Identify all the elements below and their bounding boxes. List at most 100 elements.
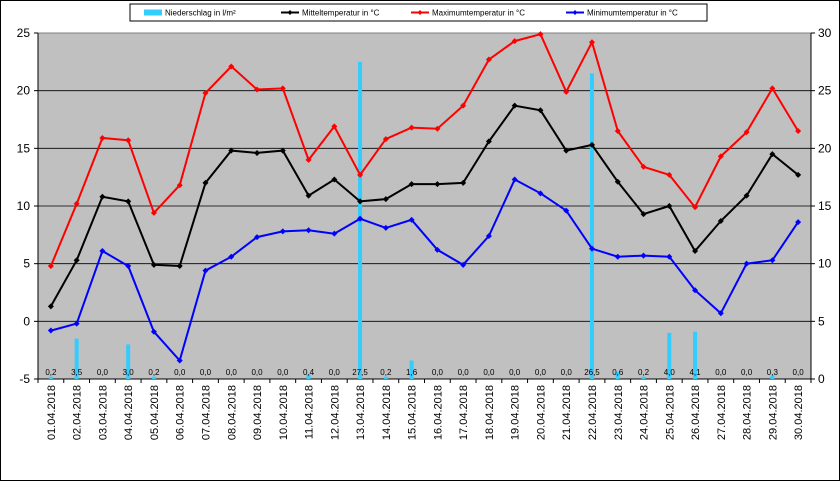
- legend-label: Niederschlag in l/m²: [165, 9, 236, 18]
- series-point: [666, 171, 673, 178]
- precipitation-data-label: 0,0: [97, 368, 109, 377]
- series-point: [588, 141, 595, 148]
- x-tick-label: 20.04.2018: [535, 385, 547, 440]
- series-point: [614, 253, 621, 260]
- series-point: [640, 252, 647, 259]
- y-left-tick-label: 10: [17, 199, 31, 213]
- series-point: [666, 203, 673, 209]
- series-point: [795, 171, 802, 178]
- x-tick-label: 09.04.2018: [252, 385, 264, 440]
- series-point: [99, 134, 106, 141]
- series-point: [73, 320, 80, 327]
- precipitation-data-label: 0,0: [535, 368, 547, 377]
- series-point: [382, 136, 389, 143]
- series-point: [743, 129, 750, 136]
- y-left-tick-label: 25: [17, 26, 31, 40]
- series-line: [50, 104, 799, 307]
- y-right-tick-label: 10: [818, 257, 832, 271]
- series-point: [357, 215, 364, 222]
- precipitation-bar: [383, 376, 388, 379]
- legend-label: Mitteltemperatur in °C: [302, 9, 380, 18]
- precipitation-data-label: 0,2: [148, 368, 160, 377]
- series-point: [176, 182, 183, 189]
- x-tick-label: 13.04.2018: [355, 385, 367, 440]
- series-point: [228, 63, 235, 70]
- precipitation-data-label: 0,2: [638, 368, 650, 377]
- series-point: [305, 192, 312, 199]
- series-point: [460, 179, 467, 186]
- precipitation-data-label: 1,6: [406, 368, 418, 377]
- series-point: [331, 230, 338, 237]
- precipitation-bar: [151, 376, 156, 379]
- precipitation-data-label: 0,2: [45, 368, 57, 377]
- series-point: [357, 171, 364, 178]
- y-right-tick-label: 30: [818, 26, 832, 40]
- x-tick-label: 11.04.2018: [304, 385, 316, 439]
- series-point: [485, 56, 492, 63]
- series-point: [99, 193, 106, 200]
- series-point: [408, 181, 415, 188]
- series-point: [563, 207, 570, 214]
- series-point: [202, 179, 209, 186]
- x-tick-label: 07.04.2018: [200, 385, 212, 440]
- x-tick-label: 12.04.2018: [329, 385, 341, 440]
- series-point: [176, 357, 183, 364]
- series-point: [228, 253, 235, 260]
- precipitation-bar: [641, 376, 646, 379]
- series-point: [460, 102, 467, 109]
- legend-swatch: [144, 9, 162, 16]
- series-point: [537, 31, 544, 38]
- precipitation-data-label: 0,0: [329, 368, 341, 377]
- x-tick-label: 16.04.2018: [432, 385, 444, 440]
- legend-marker: [417, 10, 423, 15]
- series-point: [614, 178, 621, 185]
- series-point: [588, 39, 595, 46]
- precipitation-data-label: 0,0: [793, 368, 805, 377]
- series-point: [47, 262, 54, 269]
- series-point: [125, 262, 132, 269]
- precipitation-data-label: 0,0: [251, 368, 263, 377]
- precipitation-data-label: 0,0: [432, 368, 444, 377]
- series-point: [357, 198, 364, 205]
- precipitation-bar: [589, 73, 594, 379]
- series-point: [692, 247, 699, 254]
- series-point: [202, 89, 209, 96]
- precipitation-bar: [770, 375, 775, 379]
- precipitation-bar: [306, 374, 311, 379]
- series-point: [717, 310, 724, 317]
- series-point: [408, 124, 415, 131]
- x-tick-label: 24.04.2018: [639, 385, 651, 440]
- precipitation-data-label: 0,0: [458, 368, 470, 377]
- series-point: [743, 260, 750, 267]
- series-point: [717, 217, 724, 224]
- series-point: [254, 149, 261, 156]
- series-point: [331, 176, 338, 183]
- y-left-tick-label: 15: [17, 141, 31, 155]
- precipitation-bar: [693, 331, 698, 379]
- x-tick-label: 06.04.2018: [175, 385, 187, 440]
- precipitation-data-label: 0,3: [767, 368, 779, 377]
- precipitation-data-label: 0,2: [380, 368, 392, 377]
- series-point: [408, 216, 415, 223]
- series-point: [537, 190, 544, 197]
- y-right-tick-label: 5: [818, 314, 825, 328]
- legend-marker: [287, 10, 293, 15]
- x-tick-label: 23.04.2018: [613, 385, 625, 440]
- series-point: [434, 246, 441, 253]
- series-point: [537, 107, 544, 114]
- y-left-tick-label: 20: [17, 84, 31, 98]
- precipitation-data-label: 0,6: [612, 368, 624, 377]
- series-point: [47, 327, 54, 334]
- precipitation-bar: [126, 344, 131, 379]
- series-point: [228, 147, 235, 154]
- precipitation-bar: [409, 360, 414, 379]
- y-left-tick-label: -5: [19, 372, 30, 386]
- series-point: [485, 138, 492, 145]
- precipitation-bar: [615, 372, 620, 379]
- y-right-tick-label: 25: [818, 84, 832, 98]
- series-point: [588, 245, 595, 252]
- series-point: [692, 287, 699, 294]
- legend-label: Maximumtemperatur in °C: [432, 9, 525, 18]
- x-tick-label: 27.04.2018: [716, 385, 728, 440]
